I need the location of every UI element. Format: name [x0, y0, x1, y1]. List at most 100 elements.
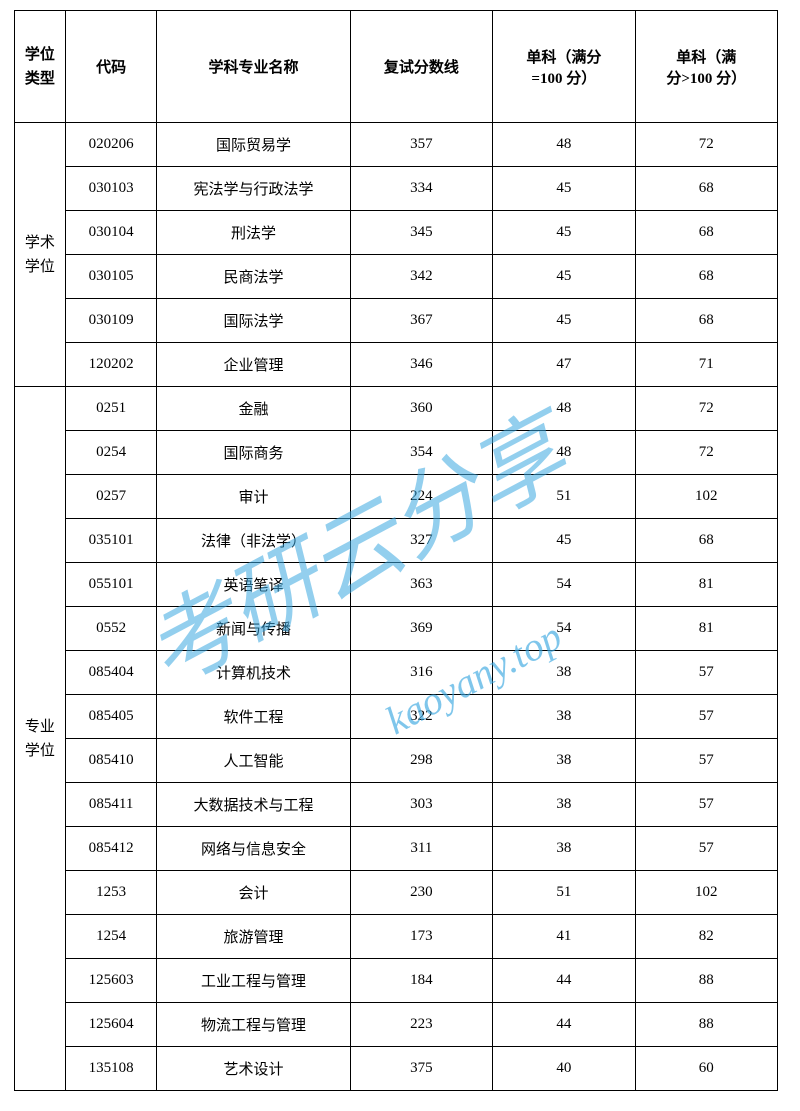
table-row: 125604物流工程与管理2234488 — [15, 1003, 778, 1047]
cell-sub100: 38 — [493, 783, 635, 827]
cell-total: 316 — [350, 651, 492, 695]
cell-subgt100: 81 — [635, 563, 777, 607]
cell-sub100: 51 — [493, 871, 635, 915]
table-row: 085412网络与信息安全3113857 — [15, 827, 778, 871]
cell-major: 计算机技术 — [157, 651, 350, 695]
cell-subgt100: 57 — [635, 827, 777, 871]
col-header-total: 复试分数线 — [350, 11, 492, 123]
cell-sub100: 45 — [493, 211, 635, 255]
cell-major: 企业管理 — [157, 343, 350, 387]
table-row: 035101法律（非法学）3274568 — [15, 519, 778, 563]
cell-code: 125604 — [65, 1003, 157, 1047]
cell-total: 367 — [350, 299, 492, 343]
cell-total: 224 — [350, 475, 492, 519]
cell-total: 173 — [350, 915, 492, 959]
cell-major: 人工智能 — [157, 739, 350, 783]
cell-total: 184 — [350, 959, 492, 1003]
degree-type-cell: 专业 学位 — [15, 387, 66, 1091]
cell-sub100: 45 — [493, 167, 635, 211]
cell-code: 0254 — [65, 431, 157, 475]
cell-code: 0257 — [65, 475, 157, 519]
table-row: 055101英语笔译3635481 — [15, 563, 778, 607]
cell-sub100: 38 — [493, 651, 635, 695]
cell-major: 艺术设计 — [157, 1047, 350, 1091]
table-row: 120202企业管理3464771 — [15, 343, 778, 387]
cell-code: 020206 — [65, 123, 157, 167]
col-header-code: 代码 — [65, 11, 157, 123]
cell-total: 363 — [350, 563, 492, 607]
table-row: 125603工业工程与管理1844488 — [15, 959, 778, 1003]
cell-sub100: 48 — [493, 431, 635, 475]
table-row: 0254国际商务3544872 — [15, 431, 778, 475]
cell-code: 085410 — [65, 739, 157, 783]
cell-subgt100: 72 — [635, 123, 777, 167]
cell-major: 国际商务 — [157, 431, 350, 475]
cell-major: 审计 — [157, 475, 350, 519]
cell-total: 357 — [350, 123, 492, 167]
cell-major: 软件工程 — [157, 695, 350, 739]
cell-major: 国际法学 — [157, 299, 350, 343]
cell-subgt100: 57 — [635, 651, 777, 695]
col-header-degree_type: 学位 类型 — [15, 11, 66, 123]
cell-subgt100: 88 — [635, 1003, 777, 1047]
table-row: 0257审计22451102 — [15, 475, 778, 519]
cell-subgt100: 71 — [635, 343, 777, 387]
cell-sub100: 54 — [493, 607, 635, 651]
table-row: 085405软件工程3223857 — [15, 695, 778, 739]
cell-total: 334 — [350, 167, 492, 211]
cell-subgt100: 102 — [635, 871, 777, 915]
cell-major: 旅游管理 — [157, 915, 350, 959]
cell-sub100: 48 — [493, 387, 635, 431]
cell-subgt100: 68 — [635, 299, 777, 343]
cell-total: 298 — [350, 739, 492, 783]
cell-subgt100: 57 — [635, 695, 777, 739]
table-header-row: 学位 类型代码学科专业名称复试分数线单科（满分 =100 分）单科（满 分>10… — [15, 11, 778, 123]
col-header-subgt100: 单科（满 分>100 分） — [635, 11, 777, 123]
cell-code: 055101 — [65, 563, 157, 607]
table-row: 0552新闻与传播3695481 — [15, 607, 778, 651]
table-row: 专业 学位0251金融3604872 — [15, 387, 778, 431]
cell-code: 0251 — [65, 387, 157, 431]
cell-code: 085404 — [65, 651, 157, 695]
cell-subgt100: 57 — [635, 739, 777, 783]
cell-major: 法律（非法学） — [157, 519, 350, 563]
cell-sub100: 44 — [493, 1003, 635, 1047]
cell-subgt100: 102 — [635, 475, 777, 519]
table-row: 1254旅游管理1734182 — [15, 915, 778, 959]
cell-total: 369 — [350, 607, 492, 651]
cell-sub100: 54 — [493, 563, 635, 607]
cell-total: 360 — [350, 387, 492, 431]
table-row: 030109国际法学3674568 — [15, 299, 778, 343]
cell-total: 345 — [350, 211, 492, 255]
cell-code: 1254 — [65, 915, 157, 959]
cell-major: 大数据技术与工程 — [157, 783, 350, 827]
cell-sub100: 40 — [493, 1047, 635, 1091]
table-row: 085411大数据技术与工程3033857 — [15, 783, 778, 827]
cell-sub100: 45 — [493, 299, 635, 343]
cell-major: 宪法学与行政法学 — [157, 167, 350, 211]
cell-code: 030109 — [65, 299, 157, 343]
table-row: 030105民商法学3424568 — [15, 255, 778, 299]
col-header-sub100: 单科（满分 =100 分） — [493, 11, 635, 123]
cell-subgt100: 68 — [635, 167, 777, 211]
cell-sub100: 45 — [493, 255, 635, 299]
cell-subgt100: 60 — [635, 1047, 777, 1091]
cell-sub100: 48 — [493, 123, 635, 167]
cell-total: 342 — [350, 255, 492, 299]
cell-major: 国际贸易学 — [157, 123, 350, 167]
cell-total: 346 — [350, 343, 492, 387]
page: 考研云分享 kaoyany.top 学位 类型代码学科专业名称复试分数线单科（满… — [0, 0, 800, 1101]
cell-code: 030105 — [65, 255, 157, 299]
cell-major: 会计 — [157, 871, 350, 915]
cell-sub100: 38 — [493, 827, 635, 871]
cell-major: 物流工程与管理 — [157, 1003, 350, 1047]
cell-total: 322 — [350, 695, 492, 739]
cell-major: 英语笔译 — [157, 563, 350, 607]
cell-sub100: 44 — [493, 959, 635, 1003]
cell-major: 民商法学 — [157, 255, 350, 299]
cell-total: 354 — [350, 431, 492, 475]
cell-sub100: 45 — [493, 519, 635, 563]
cell-total: 303 — [350, 783, 492, 827]
degree-type-cell: 学术 学位 — [15, 123, 66, 387]
cell-code: 030103 — [65, 167, 157, 211]
